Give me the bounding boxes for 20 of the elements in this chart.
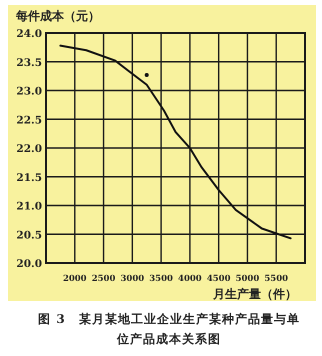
- x-tick-label: 3000: [120, 274, 144, 284]
- text: 图 3 某月某地工业企业生产某种产品量与单位产品成本关系图: [38, 311, 300, 348]
- x-tick-label: 3500: [149, 274, 174, 284]
- x-axis-title: 月生产量（件）: [212, 287, 297, 301]
- x-tick-label: 5000: [236, 274, 260, 284]
- y-tick-label: 21.0: [16, 200, 42, 212]
- x-tick-label: 5500: [264, 274, 288, 284]
- x-tick-label: 4500: [206, 274, 231, 284]
- y-tick-label: 22.0: [16, 143, 42, 155]
- y-tick-label: 24.0: [16, 28, 42, 40]
- y-tick-label: 23.5: [16, 56, 42, 69]
- y-tick-label: 20.0: [16, 258, 42, 270]
- x-tick-label: 2000: [62, 274, 87, 284]
- y-axis-title: 每件成本（元）: [15, 9, 100, 23]
- y-tick-label: 20.5: [16, 229, 42, 242]
- x-tick-label: 2500: [92, 274, 116, 284]
- y-tick-label: 22.5: [16, 114, 42, 126]
- y-tick-label: 23.0: [16, 86, 42, 98]
- y-tick-label: 21.5: [16, 172, 42, 184]
- x-tick-label: 4000: [178, 274, 202, 284]
